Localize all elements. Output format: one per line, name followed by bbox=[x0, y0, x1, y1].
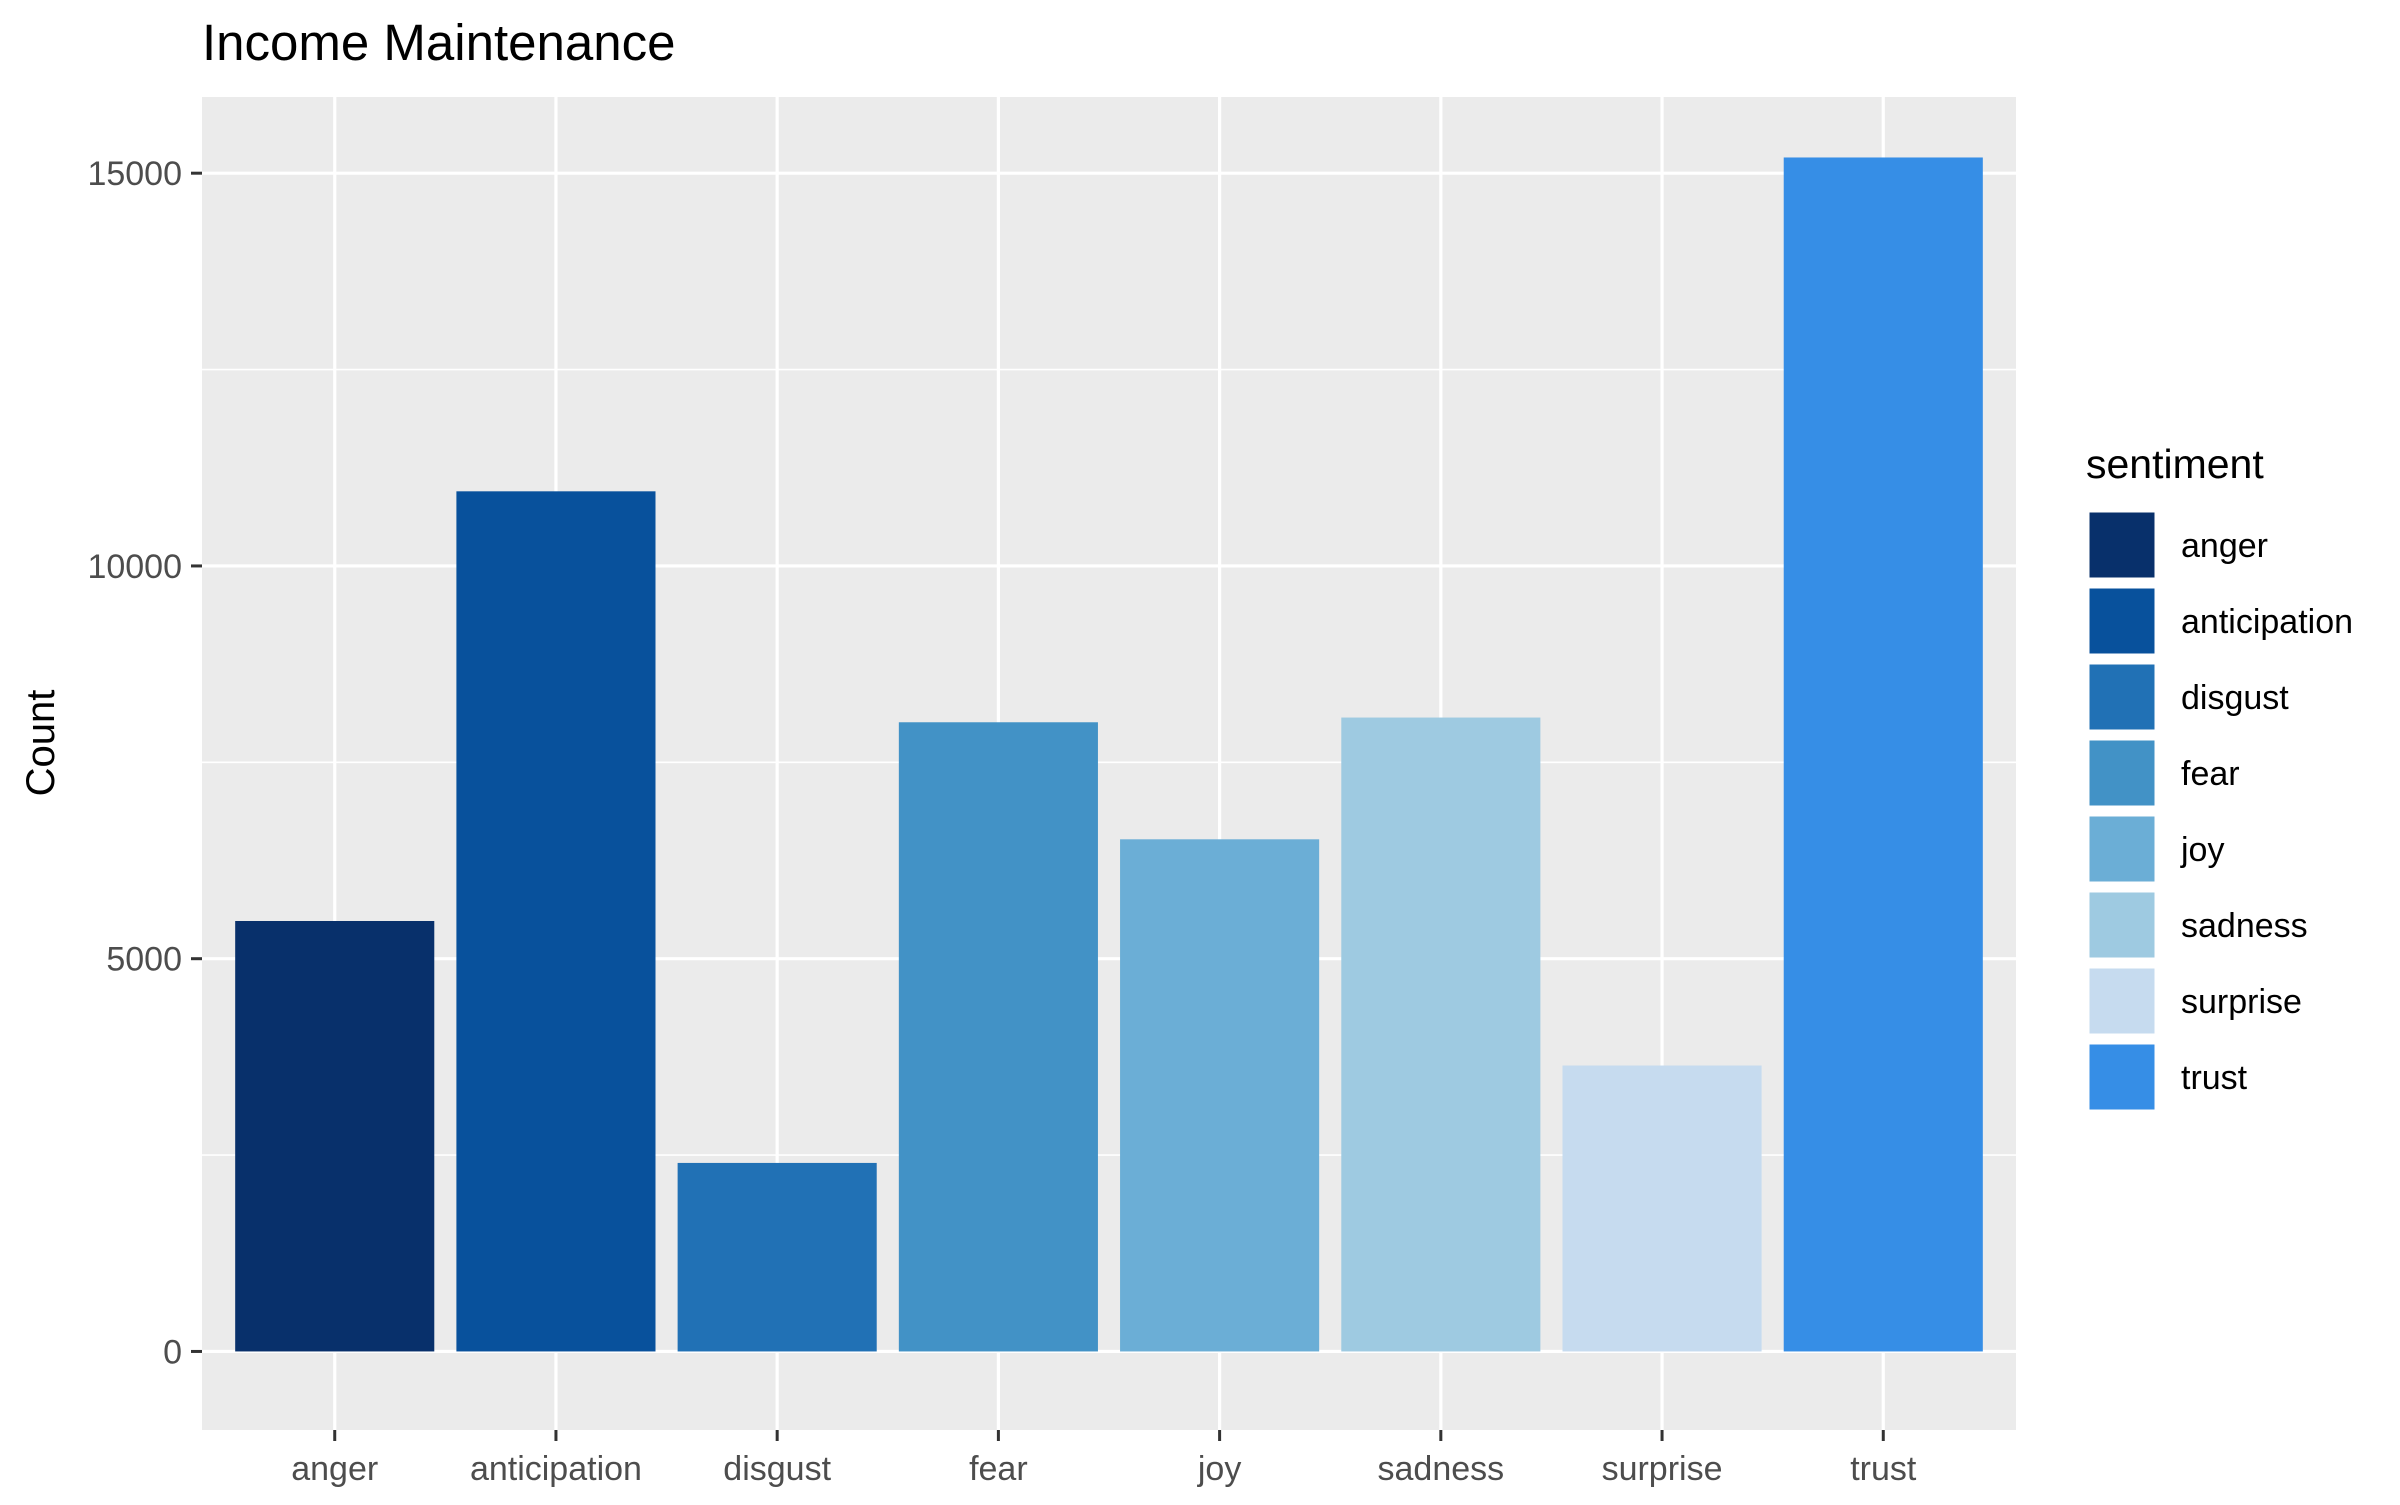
legend-label-fear: fear bbox=[2181, 755, 2240, 793]
bar-joy bbox=[1120, 839, 1320, 1352]
bar-sadness bbox=[1341, 717, 1541, 1352]
x-tick-label-trust: trust bbox=[1850, 1450, 1917, 1488]
legend-label-trust: trust bbox=[2181, 1059, 2248, 1097]
bar-fear bbox=[898, 722, 1098, 1352]
bar-anticipation bbox=[456, 491, 656, 1352]
legend-label-disgust: disgust bbox=[2181, 679, 2289, 717]
legend-key-surprise bbox=[2086, 965, 2158, 1037]
legend-key-anticipation bbox=[2086, 585, 2158, 657]
bar-anger bbox=[235, 920, 435, 1352]
bar-disgust bbox=[677, 1162, 877, 1352]
legend-key-anger bbox=[2086, 509, 2158, 581]
y-tick-label: 15000 bbox=[87, 155, 182, 193]
legend-key-joy bbox=[2086, 813, 2158, 885]
legend-label-sadness: sadness bbox=[2181, 907, 2308, 945]
legend-key-disgust bbox=[2086, 661, 2158, 733]
legend-key-sadness bbox=[2086, 889, 2158, 961]
legend-label-surprise: surprise bbox=[2181, 983, 2302, 1021]
y-tick-label: 10000 bbox=[87, 548, 182, 586]
bar-surprise bbox=[1562, 1065, 1762, 1352]
x-tick-label-joy: joy bbox=[1197, 1450, 1241, 1488]
legend-label-anger: anger bbox=[2181, 527, 2268, 565]
legend-label-anticipation: anticipation bbox=[2181, 603, 2353, 641]
x-tick-label-fear: fear bbox=[969, 1450, 1028, 1488]
x-tick-label-sadness: sadness bbox=[1378, 1450, 1505, 1488]
legend-key-trust bbox=[2086, 1041, 2158, 1113]
chart-title: Income Maintenance bbox=[202, 14, 675, 71]
y-tick-label: 0 bbox=[163, 1333, 182, 1371]
legend-key-fear bbox=[2086, 737, 2158, 809]
bar-trust bbox=[1783, 157, 1983, 1352]
x-tick-label-anger: anger bbox=[291, 1450, 378, 1488]
x-tick-label-anticipation: anticipation bbox=[470, 1450, 642, 1488]
y-axis-title: Count bbox=[19, 690, 63, 797]
y-tick-label: 5000 bbox=[106, 941, 182, 979]
legend-label-joy: joy bbox=[2180, 831, 2224, 869]
x-tick-label-surprise: surprise bbox=[1602, 1450, 1723, 1488]
x-tick-label-disgust: disgust bbox=[723, 1450, 831, 1488]
legend-title: sentiment bbox=[2086, 441, 2264, 487]
